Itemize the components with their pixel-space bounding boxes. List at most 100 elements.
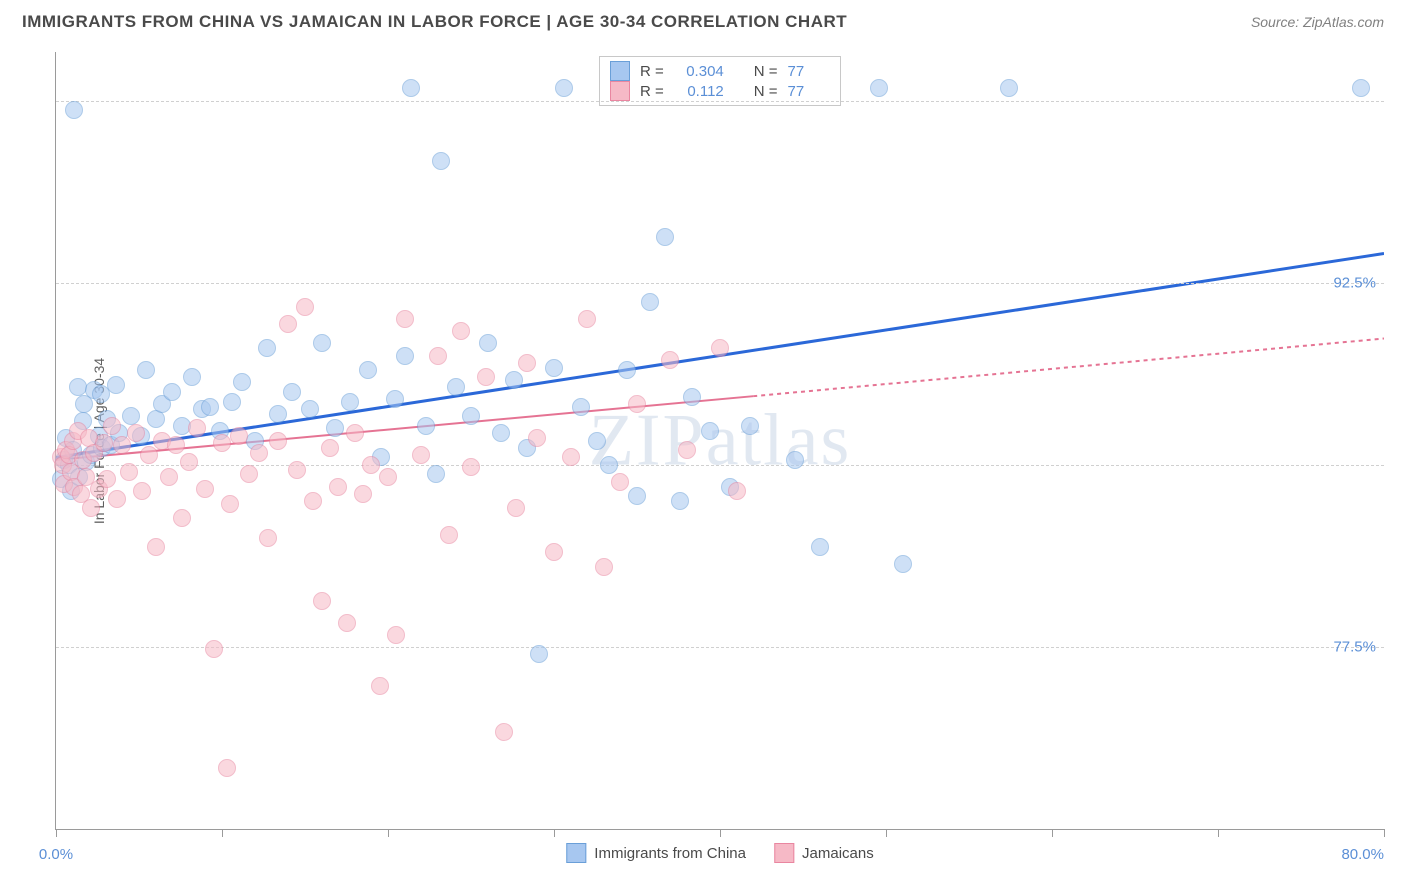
chart-title: IMMIGRANTS FROM CHINA VS JAMAICAN IN LAB… xyxy=(22,12,847,32)
gridline xyxy=(56,647,1384,648)
scatter-point xyxy=(98,470,116,488)
scatter-point xyxy=(618,361,636,379)
scatter-point xyxy=(588,432,606,450)
scatter-point xyxy=(346,424,364,442)
scatter-point xyxy=(811,538,829,556)
scatter-point xyxy=(338,614,356,632)
scatter-point xyxy=(120,463,138,481)
scatter-point xyxy=(396,347,414,365)
scatter-point xyxy=(258,339,276,357)
legend-r-value: 0.304 xyxy=(674,63,724,80)
scatter-point xyxy=(95,434,113,452)
x-tick xyxy=(56,829,57,837)
legend-swatch xyxy=(566,843,586,863)
scatter-point xyxy=(133,482,151,500)
scatter-point xyxy=(600,456,618,474)
scatter-point xyxy=(196,480,214,498)
legend-series-label: Immigrants from China xyxy=(594,845,746,862)
legend-stat-row: R =0.304N =77 xyxy=(610,61,830,81)
scatter-point xyxy=(462,407,480,425)
scatter-point xyxy=(701,422,719,440)
legend-stat-row: R =0.112N =77 xyxy=(610,81,830,101)
scatter-point xyxy=(530,645,548,663)
scatter-point xyxy=(230,427,248,445)
scatter-point xyxy=(147,538,165,556)
legend-n-value: 77 xyxy=(788,83,805,100)
scatter-point xyxy=(354,485,372,503)
scatter-point xyxy=(371,677,389,695)
scatter-point xyxy=(447,378,465,396)
scatter-point xyxy=(417,417,435,435)
legend-series: Immigrants from China Jamaicans xyxy=(566,843,873,863)
plot-area: In Labor Force | Age 30-34 ZIPatlas R =0… xyxy=(55,52,1384,830)
x-tick xyxy=(720,829,721,837)
scatter-point xyxy=(562,448,580,466)
x-tick xyxy=(1384,829,1385,837)
scatter-point xyxy=(492,424,510,442)
scatter-point xyxy=(628,487,646,505)
scatter-point xyxy=(279,315,297,333)
scatter-point xyxy=(1000,79,1018,97)
scatter-point xyxy=(313,334,331,352)
scatter-point xyxy=(122,407,140,425)
scatter-point xyxy=(107,376,125,394)
x-tick xyxy=(1052,829,1053,837)
legend-series-item: Immigrants from China xyxy=(566,843,746,863)
scatter-point xyxy=(628,395,646,413)
legend-series-label: Jamaicans xyxy=(802,845,874,862)
scatter-point xyxy=(894,555,912,573)
scatter-point xyxy=(711,339,729,357)
scatter-point xyxy=(545,543,563,561)
scatter-point xyxy=(173,509,191,527)
legend-swatch xyxy=(610,61,630,81)
scatter-point xyxy=(163,383,181,401)
scatter-point xyxy=(329,478,347,496)
scatter-point xyxy=(479,334,497,352)
scatter-point xyxy=(221,495,239,513)
scatter-point xyxy=(362,456,380,474)
scatter-point xyxy=(786,451,804,469)
scatter-point xyxy=(304,492,322,510)
scatter-point xyxy=(127,424,145,442)
scatter-point xyxy=(283,383,301,401)
legend-r-label: R = xyxy=(640,63,664,80)
scatter-point xyxy=(432,152,450,170)
scatter-point xyxy=(269,405,287,423)
scatter-point xyxy=(611,473,629,491)
scatter-point xyxy=(396,310,414,328)
scatter-point xyxy=(402,79,420,97)
scatter-point xyxy=(379,468,397,486)
x-tick xyxy=(554,829,555,837)
scatter-point xyxy=(167,436,185,454)
scatter-point xyxy=(326,419,344,437)
scatter-point xyxy=(555,79,573,97)
legend-r-value: 0.112 xyxy=(674,83,724,100)
scatter-point xyxy=(578,310,596,328)
scatter-point xyxy=(218,759,236,777)
scatter-point xyxy=(495,723,513,741)
scatter-point xyxy=(683,388,701,406)
legend-swatch xyxy=(774,843,794,863)
legend-swatch xyxy=(610,81,630,101)
scatter-point xyxy=(412,446,430,464)
scatter-point xyxy=(288,461,306,479)
scatter-point xyxy=(518,354,536,372)
legend-n-label: N = xyxy=(754,63,778,80)
scatter-point xyxy=(108,490,126,508)
scatter-point xyxy=(661,351,679,369)
scatter-point xyxy=(452,322,470,340)
scatter-point xyxy=(250,444,268,462)
scatter-point xyxy=(201,398,219,416)
y-tick-label: 92.5% xyxy=(1333,274,1376,291)
legend-series-item: Jamaicans xyxy=(774,843,874,863)
gridline xyxy=(56,283,1384,284)
x-tick-label: 0.0% xyxy=(39,846,73,863)
scatter-point xyxy=(671,492,689,510)
scatter-point xyxy=(321,439,339,457)
scatter-point xyxy=(462,458,480,476)
scatter-point xyxy=(188,419,206,437)
scatter-point xyxy=(641,293,659,311)
scatter-point xyxy=(137,361,155,379)
gridline xyxy=(56,101,1384,102)
source-label: Source: ZipAtlas.com xyxy=(1251,14,1384,30)
